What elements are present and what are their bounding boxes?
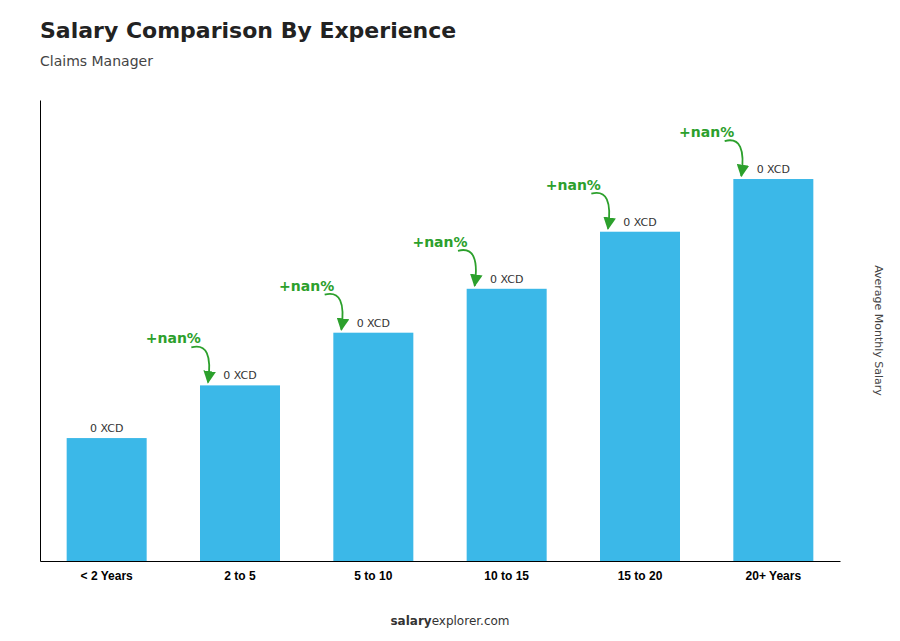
x-tick-label: 5 to 10: [354, 569, 392, 583]
x-tick: 2 to 5: [224, 561, 256, 583]
annotation: +nan%: [546, 177, 601, 193]
bar: [467, 289, 547, 561]
annotation-arrow: [325, 294, 343, 330]
annotation-arrow: [591, 193, 609, 229]
bar: [333, 333, 413, 561]
data-label: 0 XCD: [90, 422, 123, 435]
annotation: +nan%: [279, 278, 334, 294]
x-tick: 20+ Years: [746, 561, 802, 583]
bars: [67, 179, 814, 561]
x-axis: < 2 Years 2 to 5 5 to 10 10 to 15 15 to 20 20…: [41, 561, 841, 583]
y-axis-line: [40, 101, 41, 562]
data-label: 0 XCD: [623, 216, 656, 229]
x-tick: 5 to 10: [354, 561, 392, 583]
footer: salaryexplorer.com: [390, 614, 509, 628]
x-tick-label: < 2 Years: [81, 569, 133, 583]
bar: [67, 438, 147, 561]
title: Salary Comparison By Experience: [40, 18, 456, 43]
footer-part: explorer.com: [432, 614, 510, 628]
annotations: +nan% +nan% +nan% +nan% +nan%: [146, 124, 743, 382]
x-tick-label: 2 to 5: [224, 569, 256, 583]
plot: < 2 Years 2 to 5 5 to 10 10 to 15 15 to 20 20…: [41, 101, 841, 583]
data-label: 0 XCD: [490, 273, 523, 286]
data-label: 0 XCD: [223, 369, 256, 382]
y-axis: [40, 101, 41, 562]
chart: Salary Comparison By Experience Claims Ma…: [0, 0, 900, 641]
data-label: 0 XCD: [357, 317, 390, 330]
annotation-arrow: [191, 347, 209, 383]
bar: [733, 179, 813, 561]
x-axis-line: [41, 561, 841, 562]
x-tick-label: 20+ Years: [746, 569, 802, 583]
annotation: +nan%: [412, 234, 467, 250]
x-tick-label: 10 to 15: [484, 569, 529, 583]
x-tick-label: 15 to 20: [618, 569, 663, 583]
bar: [200, 385, 280, 561]
x-tick: < 2 Years: [81, 561, 133, 583]
annotation: +nan%: [679, 124, 734, 140]
y-axis-title: Average Monthly Salary: [872, 265, 885, 396]
annotation: +nan%: [146, 330, 201, 346]
footer-part: salary: [390, 614, 431, 628]
x-tick: 10 to 15: [484, 561, 529, 583]
subtitle: Claims Manager: [40, 53, 153, 69]
annotation-arrow: [725, 140, 743, 176]
x-tick: 15 to 20: [618, 561, 663, 583]
annotation-arrow: [458, 250, 476, 286]
data-label: 0 XCD: [757, 163, 790, 176]
bar: [600, 232, 680, 561]
data-labels: 0 XCD 0 XCD 0 XCD 0 XCD 0 XCD 0 XCD: [90, 163, 790, 435]
